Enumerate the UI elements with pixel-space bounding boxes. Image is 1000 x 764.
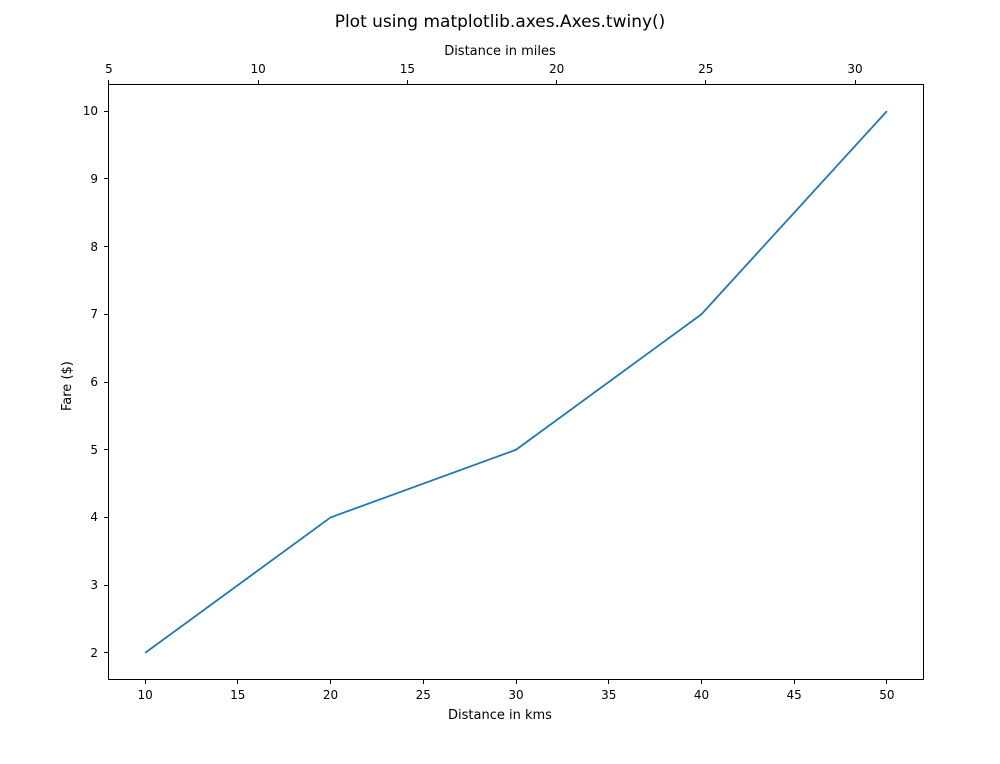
x-bottom-tick-label: 50 — [879, 688, 894, 702]
x-axis-bottom-label: Distance in kms — [0, 708, 1000, 723]
x-top-tick-label: 20 — [549, 62, 564, 76]
x-top-tick — [556, 80, 557, 84]
y-tick — [104, 382, 108, 383]
y-tick-label: 8 — [78, 240, 98, 254]
x-bottom-tick — [330, 680, 331, 684]
y-tick-label: 2 — [78, 646, 98, 660]
x-bottom-tick-label: 15 — [230, 688, 245, 702]
plot-area — [108, 84, 924, 680]
x-bottom-tick — [237, 680, 238, 684]
x-top-tick-label: 5 — [105, 62, 113, 76]
x-top-tick-label: 15 — [400, 62, 415, 76]
x-bottom-tick-label: 25 — [416, 688, 431, 702]
line-layer — [108, 84, 924, 680]
y-tick — [104, 517, 108, 518]
chart-title: Plot using matplotlib.axes.Axes.twiny() — [0, 12, 1000, 32]
x-bottom-tick — [423, 680, 424, 684]
y-tick-label: 7 — [78, 307, 98, 321]
x-bottom-tick — [145, 680, 146, 684]
x-top-tick-label: 10 — [250, 62, 265, 76]
x-top-tick — [108, 80, 109, 84]
y-tick-label: 10 — [78, 104, 98, 118]
x-bottom-tick-label: 10 — [137, 688, 152, 702]
x-top-tick — [705, 80, 706, 84]
y-tick-label: 5 — [78, 443, 98, 457]
y-tick — [104, 178, 108, 179]
y-tick — [104, 314, 108, 315]
y-tick — [104, 585, 108, 586]
y-tick-label: 4 — [78, 510, 98, 524]
y-tick — [104, 449, 108, 450]
y-tick-label: 9 — [78, 172, 98, 186]
x-bottom-tick-label: 40 — [694, 688, 709, 702]
y-tick — [104, 111, 108, 112]
y-axis-label: Fare ($) — [60, 361, 75, 411]
x-top-tick — [258, 80, 259, 84]
x-bottom-tick — [794, 680, 795, 684]
x-top-tick — [855, 80, 856, 84]
x-top-tick — [407, 80, 408, 84]
data-line — [145, 111, 887, 653]
y-tick — [104, 652, 108, 653]
x-bottom-tick — [886, 680, 887, 684]
y-tick-label: 3 — [78, 578, 98, 592]
figure: Plot using matplotlib.axes.Axes.twiny() … — [0, 0, 1000, 764]
x-bottom-tick — [608, 680, 609, 684]
x-top-tick-label: 25 — [698, 62, 713, 76]
x-bottom-tick-label: 30 — [508, 688, 523, 702]
x-axis-top-label: Distance in miles — [0, 44, 1000, 59]
x-bottom-tick-label: 20 — [323, 688, 338, 702]
x-bottom-tick — [701, 680, 702, 684]
x-bottom-tick-label: 45 — [787, 688, 802, 702]
y-tick-label: 6 — [78, 375, 98, 389]
x-bottom-tick-label: 35 — [601, 688, 616, 702]
x-top-tick-label: 30 — [847, 62, 862, 76]
y-tick — [104, 246, 108, 247]
x-bottom-tick — [516, 680, 517, 684]
